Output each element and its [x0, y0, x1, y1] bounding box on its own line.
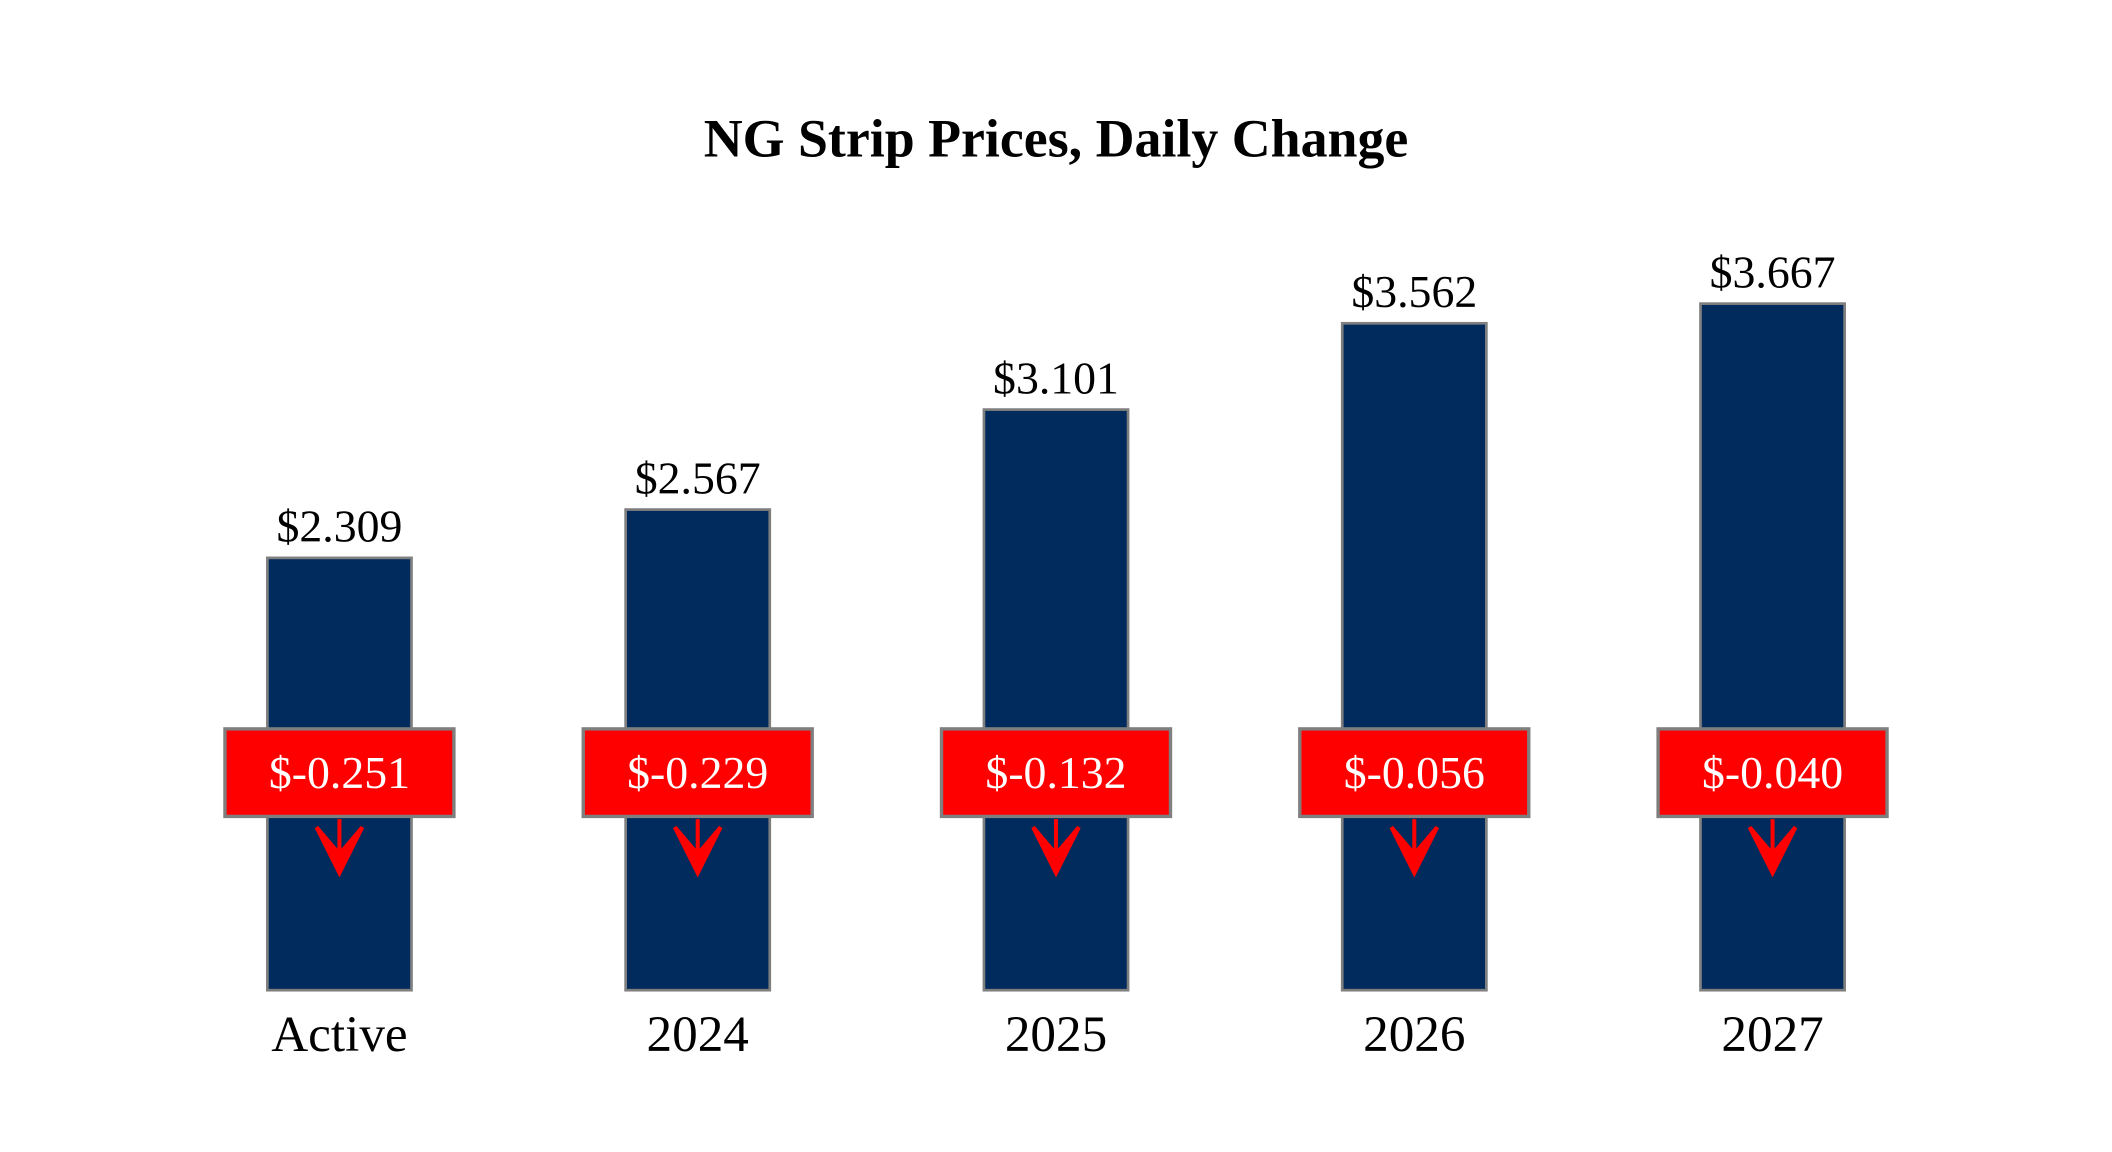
- value-label: $2.567: [635, 452, 761, 503]
- change-box: [223, 727, 456, 819]
- category-label: Active: [271, 1006, 407, 1063]
- value-label: $3.667: [1710, 246, 1836, 297]
- change-label: $-0.056: [1344, 747, 1485, 798]
- bar: [1340, 321, 1488, 992]
- change-box: [1298, 727, 1531, 819]
- change-box: [939, 727, 1173, 819]
- change-box: [1656, 727, 1889, 819]
- down-arrow-icon: [1389, 819, 1439, 878]
- down-arrow-icon: [314, 819, 365, 878]
- change-label: $-0.132: [985, 747, 1126, 798]
- category-label: 2024: [647, 1006, 749, 1063]
- category-label: 2026: [1363, 1006, 1465, 1063]
- change-label: $-0.040: [1702, 747, 1843, 798]
- value-label: $3.562: [1351, 266, 1477, 317]
- value-label: $2.309: [276, 501, 402, 552]
- bar: [1699, 302, 1846, 992]
- category-label: 2025: [1005, 1006, 1107, 1063]
- change-label: $-0.251: [269, 747, 410, 798]
- down-arrow-icon: [1031, 819, 1081, 878]
- chart-title: NG Strip Prices, Daily Change: [704, 108, 1409, 168]
- down-arrow-icon: [673, 819, 723, 878]
- change-box: [581, 727, 814, 819]
- category-label: 2027: [1721, 1006, 1823, 1063]
- down-arrow-icon: [1747, 819, 1798, 878]
- bar: [982, 408, 1130, 992]
- change-label: $-0.229: [627, 747, 768, 798]
- value-label: $3.101: [993, 352, 1119, 403]
